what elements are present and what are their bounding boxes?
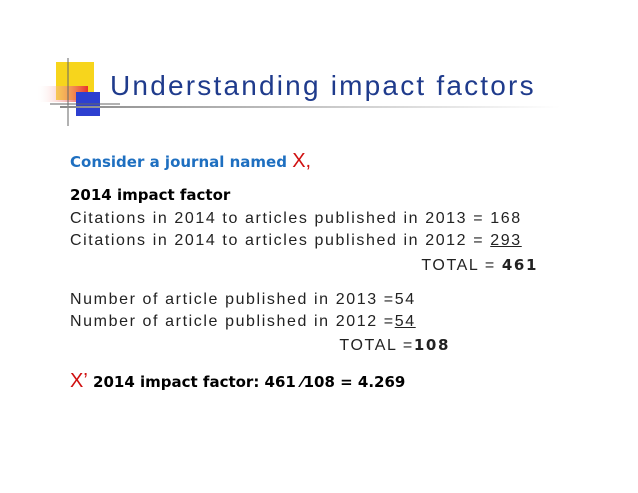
label: Citations in 2014 to articles published … <box>70 232 485 249</box>
article-line: Number of article published in 2013 =54 <box>70 291 416 309</box>
title: Understanding impact factors <box>110 70 536 101</box>
result: X’ 2014 impact factor: 461 ⁄108 = 4.269 <box>70 370 405 393</box>
label: TOTAL = <box>339 337 414 354</box>
value: 54 <box>394 291 416 308</box>
intro-text: Consider a journal named <box>70 153 287 171</box>
total: TOTAL = 461 <box>421 256 538 275</box>
article-line: Number of article published in 2012 =54 <box>70 313 416 331</box>
journal-name: X’ <box>70 370 88 392</box>
intro: Consider a journal named X, <box>70 150 311 173</box>
journal-name: X, <box>292 150 312 172</box>
value: 293 <box>490 232 522 249</box>
label: Number of article published in 2012 = <box>70 313 395 330</box>
total: TOTAL =108 <box>339 336 450 355</box>
value: 108 <box>413 336 450 354</box>
heading: 2014 impact factor <box>70 186 231 204</box>
citation-line: Citations in 2014 to articles published … <box>70 232 522 250</box>
result-text: 2014 impact factor: 461 ⁄108 = 4.269 <box>93 373 406 391</box>
value: 54 <box>394 313 416 330</box>
label: TOTAL = <box>421 257 496 274</box>
value: 168 <box>490 210 522 227</box>
citation-line: Citations in 2014 to articles published … <box>70 210 522 228</box>
value: 461 <box>501 256 538 274</box>
label: Number of article published in 2013 = <box>70 291 395 308</box>
label: Citations in 2014 to articles published … <box>70 210 485 227</box>
